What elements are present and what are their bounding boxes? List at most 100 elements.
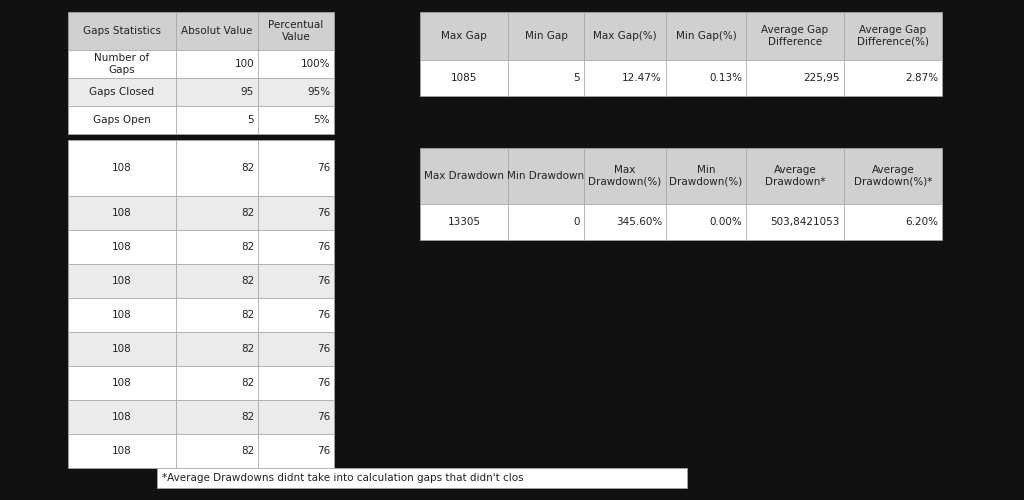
Bar	[844, 204, 942, 240]
Bar	[176, 140, 258, 196]
Bar	[68, 12, 176, 50]
Bar	[68, 106, 176, 134]
Bar	[258, 332, 334, 366]
Text: 108: 108	[112, 276, 132, 286]
Bar	[68, 332, 176, 366]
Bar	[68, 366, 176, 400]
Text: Average
Drawdown*: Average Drawdown*	[765, 165, 825, 187]
Text: 5: 5	[573, 73, 580, 83]
Text: 12.47%: 12.47%	[623, 73, 662, 83]
Text: 76: 76	[316, 163, 330, 173]
Bar	[746, 12, 844, 60]
Bar	[746, 148, 844, 204]
Bar	[258, 366, 334, 400]
Text: 82: 82	[241, 163, 254, 173]
Text: 82: 82	[241, 412, 254, 422]
Text: Average
Drawdown(%)*: Average Drawdown(%)*	[854, 165, 932, 187]
Text: 225,95: 225,95	[804, 73, 840, 83]
Text: Average Gap
Difference: Average Gap Difference	[762, 25, 828, 47]
Text: 108: 108	[112, 344, 132, 354]
Text: 76: 76	[316, 446, 330, 456]
Bar	[844, 60, 942, 96]
Text: 82: 82	[241, 446, 254, 456]
Bar	[584, 12, 666, 60]
Bar	[176, 50, 258, 78]
Bar	[258, 264, 334, 298]
Text: Max Gap(%): Max Gap(%)	[593, 31, 656, 41]
Text: 95%: 95%	[307, 87, 330, 97]
Text: *Average Drawdowns didnt take into calculation gaps that didn't clos: *Average Drawdowns didnt take into calcu…	[162, 473, 523, 483]
Text: 0.13%: 0.13%	[709, 73, 742, 83]
Bar	[258, 50, 334, 78]
Text: Absolut Value: Absolut Value	[181, 26, 253, 36]
Bar	[176, 400, 258, 434]
Bar	[157, 468, 687, 488]
Bar	[176, 298, 258, 332]
Text: Number of
Gaps: Number of Gaps	[94, 53, 150, 75]
Text: Gaps Open: Gaps Open	[93, 115, 151, 125]
Text: 108: 108	[112, 378, 132, 388]
Bar	[176, 106, 258, 134]
Text: 13305: 13305	[447, 217, 480, 227]
Text: 108: 108	[112, 446, 132, 456]
Text: 76: 76	[316, 412, 330, 422]
Text: 108: 108	[112, 163, 132, 173]
Text: Gaps Statistics: Gaps Statistics	[83, 26, 161, 36]
Bar	[420, 204, 508, 240]
Text: 108: 108	[112, 242, 132, 252]
Text: 76: 76	[316, 208, 330, 218]
Text: 82: 82	[241, 310, 254, 320]
Bar	[68, 264, 176, 298]
Bar	[508, 204, 584, 240]
Bar	[176, 12, 258, 50]
Bar	[68, 196, 176, 230]
Bar	[258, 12, 334, 50]
Bar	[176, 196, 258, 230]
Text: 2.87%: 2.87%	[905, 73, 938, 83]
Bar	[68, 298, 176, 332]
Bar	[258, 434, 334, 468]
Text: 95: 95	[241, 87, 254, 97]
Bar	[666, 148, 746, 204]
Bar	[68, 400, 176, 434]
Bar	[258, 140, 334, 196]
Bar	[666, 12, 746, 60]
Text: 5: 5	[248, 115, 254, 125]
Text: 76: 76	[316, 344, 330, 354]
Bar	[420, 12, 508, 60]
Bar	[176, 230, 258, 264]
Bar	[176, 366, 258, 400]
Text: Min Drawdown: Min Drawdown	[508, 171, 585, 181]
Text: Average Gap
Difference(%): Average Gap Difference(%)	[857, 25, 929, 47]
Bar	[176, 332, 258, 366]
Text: 5%: 5%	[313, 115, 330, 125]
Text: 82: 82	[241, 276, 254, 286]
Bar	[176, 434, 258, 468]
Text: 100%: 100%	[300, 59, 330, 69]
Bar	[258, 196, 334, 230]
Bar	[508, 148, 584, 204]
Bar	[420, 60, 508, 96]
Text: Min Gap(%): Min Gap(%)	[676, 31, 736, 41]
Text: 82: 82	[241, 378, 254, 388]
Bar	[68, 230, 176, 264]
Text: 503,8421053: 503,8421053	[771, 217, 840, 227]
Text: Percentual
Value: Percentual Value	[268, 20, 324, 42]
Text: Gaps Closed: Gaps Closed	[89, 87, 155, 97]
Text: 76: 76	[316, 242, 330, 252]
Bar	[68, 140, 176, 196]
Text: 100: 100	[234, 59, 254, 69]
Text: 6.20%: 6.20%	[905, 217, 938, 227]
Text: 76: 76	[316, 310, 330, 320]
Bar	[258, 400, 334, 434]
Text: 108: 108	[112, 208, 132, 218]
Bar	[176, 264, 258, 298]
Bar	[584, 204, 666, 240]
Text: 0: 0	[573, 217, 580, 227]
Text: 82: 82	[241, 208, 254, 218]
Text: 1085: 1085	[451, 73, 477, 83]
Text: 108: 108	[112, 412, 132, 422]
Text: 0.00%: 0.00%	[710, 217, 742, 227]
Bar	[508, 12, 584, 60]
Bar	[258, 230, 334, 264]
